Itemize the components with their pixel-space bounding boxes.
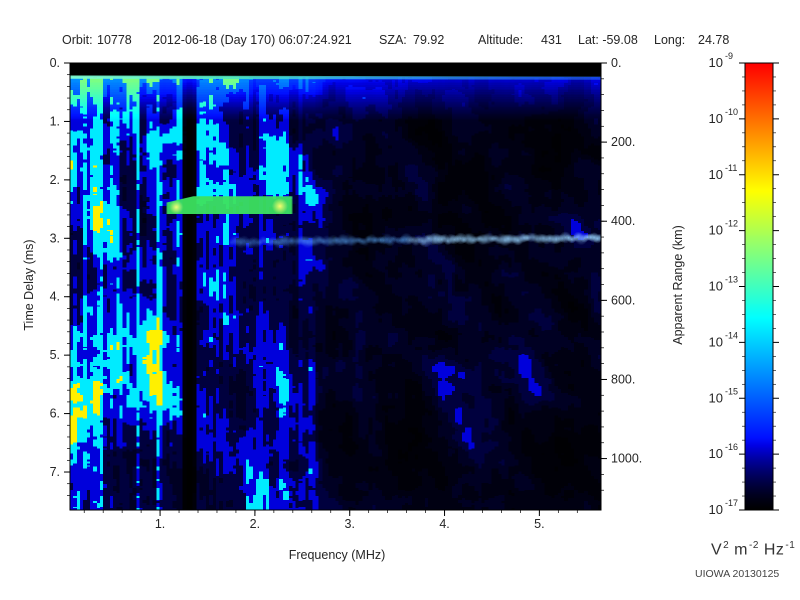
svg-text:4.: 4.: [439, 517, 449, 531]
svg-text:10: 10: [709, 167, 723, 182]
svg-text:10: 10: [709, 334, 723, 349]
svg-text:-13: -13: [725, 275, 738, 285]
svg-text:800.: 800.: [611, 372, 635, 386]
svg-text:200.: 200.: [611, 135, 635, 149]
svg-text:5.: 5.: [50, 348, 60, 362]
svg-text:400.: 400.: [611, 214, 635, 228]
svg-text:2.: 2.: [50, 173, 60, 187]
svg-text:10: 10: [709, 223, 723, 238]
svg-text:3.: 3.: [345, 517, 355, 531]
svg-text:1.: 1.: [50, 114, 60, 128]
svg-text:10: 10: [709, 502, 723, 517]
svg-text:3.: 3.: [50, 231, 60, 245]
svg-text:10: 10: [709, 279, 723, 294]
svg-text:10: 10: [709, 390, 723, 405]
svg-text:10: 10: [709, 111, 723, 126]
svg-text:-17: -17: [725, 498, 738, 508]
svg-text:-10: -10: [725, 107, 738, 117]
svg-text:10: 10: [709, 55, 723, 70]
svg-text:-11: -11: [725, 163, 737, 173]
svg-text:2.: 2.: [250, 517, 260, 531]
svg-text:1000.: 1000.: [611, 452, 642, 466]
svg-text:-12: -12: [725, 219, 738, 229]
svg-text:7.: 7.: [50, 465, 60, 479]
svg-text:-14: -14: [725, 330, 738, 340]
svg-text:600.: 600.: [611, 293, 635, 307]
svg-text:0.: 0.: [611, 56, 621, 70]
svg-text:6.: 6.: [50, 407, 60, 421]
svg-text:1.: 1.: [155, 517, 165, 531]
svg-text:4.: 4.: [50, 290, 60, 304]
svg-text:10: 10: [709, 446, 723, 461]
svg-text:-16: -16: [725, 442, 738, 452]
svg-text:-15: -15: [725, 386, 738, 396]
svg-text:5.: 5.: [534, 517, 544, 531]
svg-text:0.: 0.: [50, 56, 60, 70]
svg-text:-9: -9: [725, 51, 733, 61]
